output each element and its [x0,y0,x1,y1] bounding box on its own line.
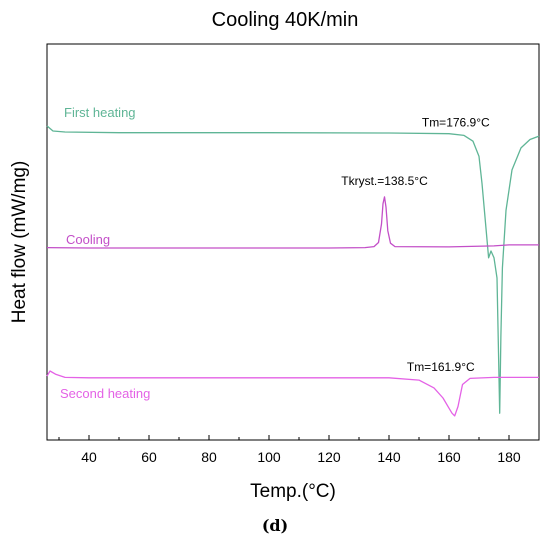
x-axis-label: Temp.(°C) [250,481,336,502]
series-group [46,125,540,417]
series-line-first-heating [46,125,540,414]
x-tick-label-100: 100 [257,449,281,465]
x-tick-label-140: 140 [377,449,401,465]
curve-label-group: First heating Cooling Second heating [60,105,150,401]
y-axis-label: Heat flow (mW/mg) [9,161,30,324]
series-line-second-heating [46,370,539,417]
x-tick-label-160: 160 [437,449,461,465]
chart-title: Cooling 40K/min [212,9,359,31]
x-tick-label-80: 80 [201,449,217,465]
annotation-1: Tkryst.=138.5°C [341,174,428,188]
annotation-group: Tm=176.9°C Tkryst.=138.5°C Tm=161.9°C [341,116,490,374]
annotation-2: Tm=161.9°C [407,360,475,374]
x-tick-label-180: 180 [497,449,521,465]
plot-area [46,43,540,441]
x-tick-label-60: 60 [141,449,157,465]
series-label-cooling: Cooling [66,232,110,247]
panel-label: (d) [262,516,288,535]
series-label-second-heating: Second heating [60,386,150,401]
x-axis-ticks: 40 60 80 100 120 140 160 180 [58,435,540,465]
plot-frame [46,43,540,441]
series-line-cooling [46,196,539,249]
annotation-0: Tm=176.9°C [422,116,490,130]
x-tick-label-120: 120 [317,449,341,465]
x-tick-label-40: 40 [81,449,97,465]
series-label-first-heating: First heating [64,105,136,120]
